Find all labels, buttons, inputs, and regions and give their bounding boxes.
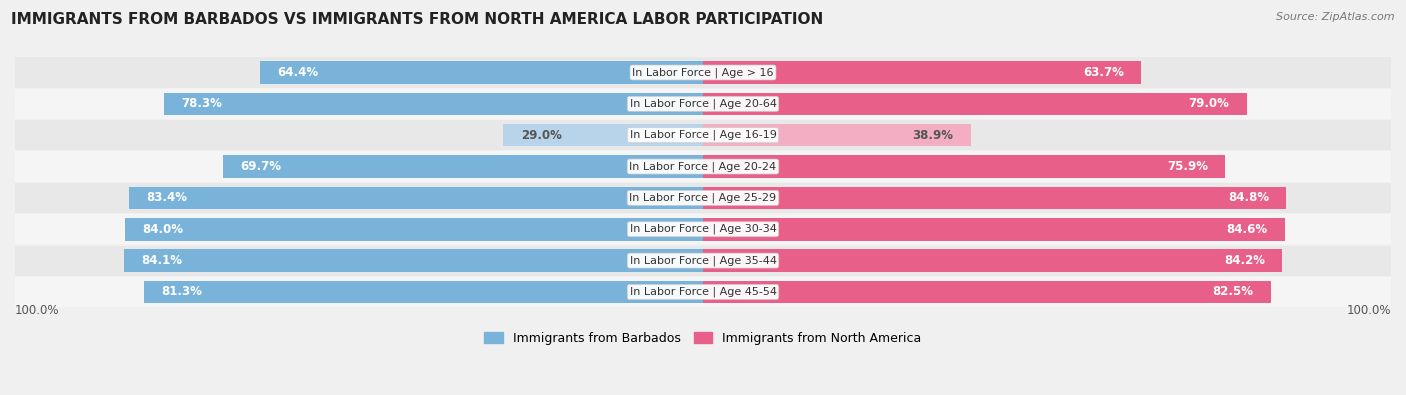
Text: IMMIGRANTS FROM BARBADOS VS IMMIGRANTS FROM NORTH AMERICA LABOR PARTICIPATION: IMMIGRANTS FROM BARBADOS VS IMMIGRANTS F… bbox=[11, 12, 824, 27]
Bar bbox=[260, 61, 703, 84]
Text: 84.2%: 84.2% bbox=[1225, 254, 1265, 267]
Legend: Immigrants from Barbados, Immigrants from North America: Immigrants from Barbados, Immigrants fro… bbox=[479, 327, 927, 350]
Text: In Labor Force | Age 20-24: In Labor Force | Age 20-24 bbox=[630, 161, 776, 172]
Text: 100.0%: 100.0% bbox=[1347, 304, 1391, 317]
Bar bbox=[129, 186, 703, 209]
Bar bbox=[165, 92, 703, 115]
Bar bbox=[224, 155, 703, 178]
Bar bbox=[503, 124, 703, 147]
Text: 100.0%: 100.0% bbox=[15, 304, 59, 317]
Text: 69.7%: 69.7% bbox=[240, 160, 281, 173]
Text: 84.6%: 84.6% bbox=[1226, 223, 1268, 236]
Bar bbox=[703, 61, 1142, 84]
Text: 84.0%: 84.0% bbox=[142, 223, 183, 236]
Bar bbox=[143, 281, 703, 303]
Bar bbox=[15, 214, 1391, 244]
Text: 81.3%: 81.3% bbox=[160, 286, 201, 299]
Bar bbox=[15, 152, 1391, 182]
Text: 63.7%: 63.7% bbox=[1083, 66, 1123, 79]
Text: Source: ZipAtlas.com: Source: ZipAtlas.com bbox=[1277, 12, 1395, 22]
Text: In Labor Force | Age 25-29: In Labor Force | Age 25-29 bbox=[630, 193, 776, 203]
Text: In Labor Force | Age 30-34: In Labor Force | Age 30-34 bbox=[630, 224, 776, 235]
Bar bbox=[703, 281, 1271, 303]
Bar bbox=[703, 155, 1225, 178]
Text: 38.9%: 38.9% bbox=[912, 129, 953, 142]
Text: In Labor Force | Age 45-54: In Labor Force | Age 45-54 bbox=[630, 287, 776, 297]
Bar bbox=[15, 277, 1391, 307]
Bar bbox=[703, 186, 1286, 209]
Bar bbox=[124, 249, 703, 272]
Text: 83.4%: 83.4% bbox=[146, 192, 187, 204]
Bar bbox=[703, 218, 1285, 241]
Text: 82.5%: 82.5% bbox=[1212, 286, 1253, 299]
Text: 84.8%: 84.8% bbox=[1227, 192, 1270, 204]
Bar bbox=[15, 246, 1391, 276]
Bar bbox=[15, 57, 1391, 88]
Bar bbox=[15, 89, 1391, 119]
Text: In Labor Force | Age 20-64: In Labor Force | Age 20-64 bbox=[630, 99, 776, 109]
Bar bbox=[703, 92, 1247, 115]
Text: 79.0%: 79.0% bbox=[1188, 97, 1229, 110]
Text: In Labor Force | Age > 16: In Labor Force | Age > 16 bbox=[633, 67, 773, 78]
Bar bbox=[703, 249, 1282, 272]
Bar bbox=[15, 183, 1391, 213]
Text: 29.0%: 29.0% bbox=[520, 129, 561, 142]
Bar bbox=[703, 124, 970, 147]
Bar bbox=[125, 218, 703, 241]
Bar bbox=[15, 120, 1391, 150]
Text: 78.3%: 78.3% bbox=[181, 97, 222, 110]
Text: 84.1%: 84.1% bbox=[142, 254, 183, 267]
Text: 75.9%: 75.9% bbox=[1167, 160, 1208, 173]
Text: In Labor Force | Age 35-44: In Labor Force | Age 35-44 bbox=[630, 255, 776, 266]
Text: In Labor Force | Age 16-19: In Labor Force | Age 16-19 bbox=[630, 130, 776, 141]
Text: 64.4%: 64.4% bbox=[277, 66, 318, 79]
